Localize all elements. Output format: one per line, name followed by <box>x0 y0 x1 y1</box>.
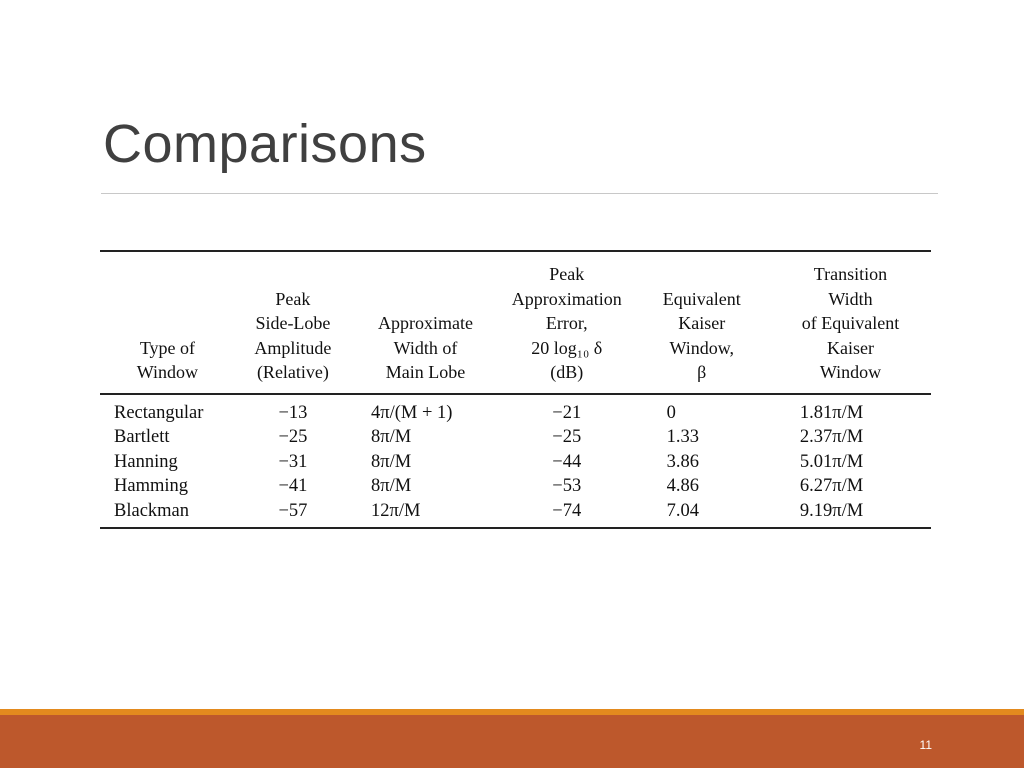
cell-main-lobe: 8π/M <box>371 451 412 472</box>
cell-main-lobe: 12π/M <box>351 498 500 529</box>
cell-approx-error: −21 <box>552 402 582 423</box>
cell-transition-width: 6.27π/M <box>799 476 864 496</box>
footer-bar <box>0 715 1024 768</box>
cell-transition-width: 2.37π/M <box>799 427 864 447</box>
comparison-table: Type of Window Peak Side-Lobe Amplitude … <box>100 250 931 529</box>
cell-transition-width: 9.19π/M <box>769 498 931 529</box>
header-peak-approx-error: Peak Approximation Error, 20 log₁₀ δ (dB… <box>499 250 634 395</box>
header-kaiser-beta: Equivalent Kaiser Window, β <box>633 250 770 395</box>
cell-transition-width: 1.81π/M <box>799 402 864 423</box>
cell-approx-error: −44 <box>552 451 582 472</box>
header-peak-side-lobe: Peak Side-Lobe Amplitude (Relative) <box>234 250 351 395</box>
cell-kaiser-beta: 3.86 <box>666 451 699 472</box>
cell-side-lobe: −13 <box>278 402 308 423</box>
cell-kaiser-beta: 0 <box>666 402 676 423</box>
header-transition-width: Transition Width of Equivalent Kaiser Wi… <box>769 250 931 395</box>
cell-main-lobe: 4π/(M + 1) <box>371 402 453 423</box>
cell-approx-error: −25 <box>552 427 582 447</box>
table-row: Blackman −57 12π/M −74 7.04 9.19π/M <box>100 498 931 529</box>
table-header-row: Type of Window Peak Side-Lobe Amplitude … <box>100 250 931 395</box>
cell-window-type: Blackman <box>100 498 235 529</box>
cell-main-lobe: 8π/M <box>371 427 412 447</box>
footer-accent-line <box>0 709 1024 715</box>
cell-window-type: Rectangular <box>114 402 204 423</box>
table-row: Hanning −31 8π/M −44 3.86 5.01π/M <box>100 450 931 475</box>
cell-side-lobe: −25 <box>278 427 308 447</box>
table-row: Bartlett −25 8π/M −25 1.33 2.37π/M <box>100 425 931 450</box>
cell-approx-error: −53 <box>552 476 582 496</box>
cell-kaiser-beta: 7.04 <box>633 498 770 529</box>
cell-side-lobe: −57 <box>234 498 351 529</box>
title-divider <box>101 193 938 194</box>
cell-side-lobe: −31 <box>278 451 308 472</box>
slide-title: Comparisons <box>103 114 427 174</box>
cell-window-type: Bartlett <box>114 427 170 447</box>
cell-main-lobe: 8π/M <box>371 476 412 496</box>
cell-transition-width: 5.01π/M <box>799 451 864 472</box>
cell-approx-error: −74 <box>499 498 634 529</box>
cell-kaiser-beta: 1.33 <box>666 427 699 447</box>
cell-side-lobe: −41 <box>278 476 308 496</box>
table-row: Hamming −41 8π/M −53 4.86 6.27π/M <box>100 474 931 499</box>
cell-window-type: Hanning <box>114 451 178 472</box>
cell-window-type: Hamming <box>114 476 188 496</box>
cell-kaiser-beta: 4.86 <box>666 476 699 496</box>
page-number: 11 <box>919 738 932 752</box>
table-row: Rectangular −13 4π/(M + 1) −21 0 1.81π/M <box>100 394 931 426</box>
header-window-type: Type of Window <box>100 250 235 395</box>
header-main-lobe-width: Approximate Width of Main Lobe <box>351 250 500 395</box>
window-comparison-table: Type of Window Peak Side-Lobe Amplitude … <box>100 250 931 529</box>
